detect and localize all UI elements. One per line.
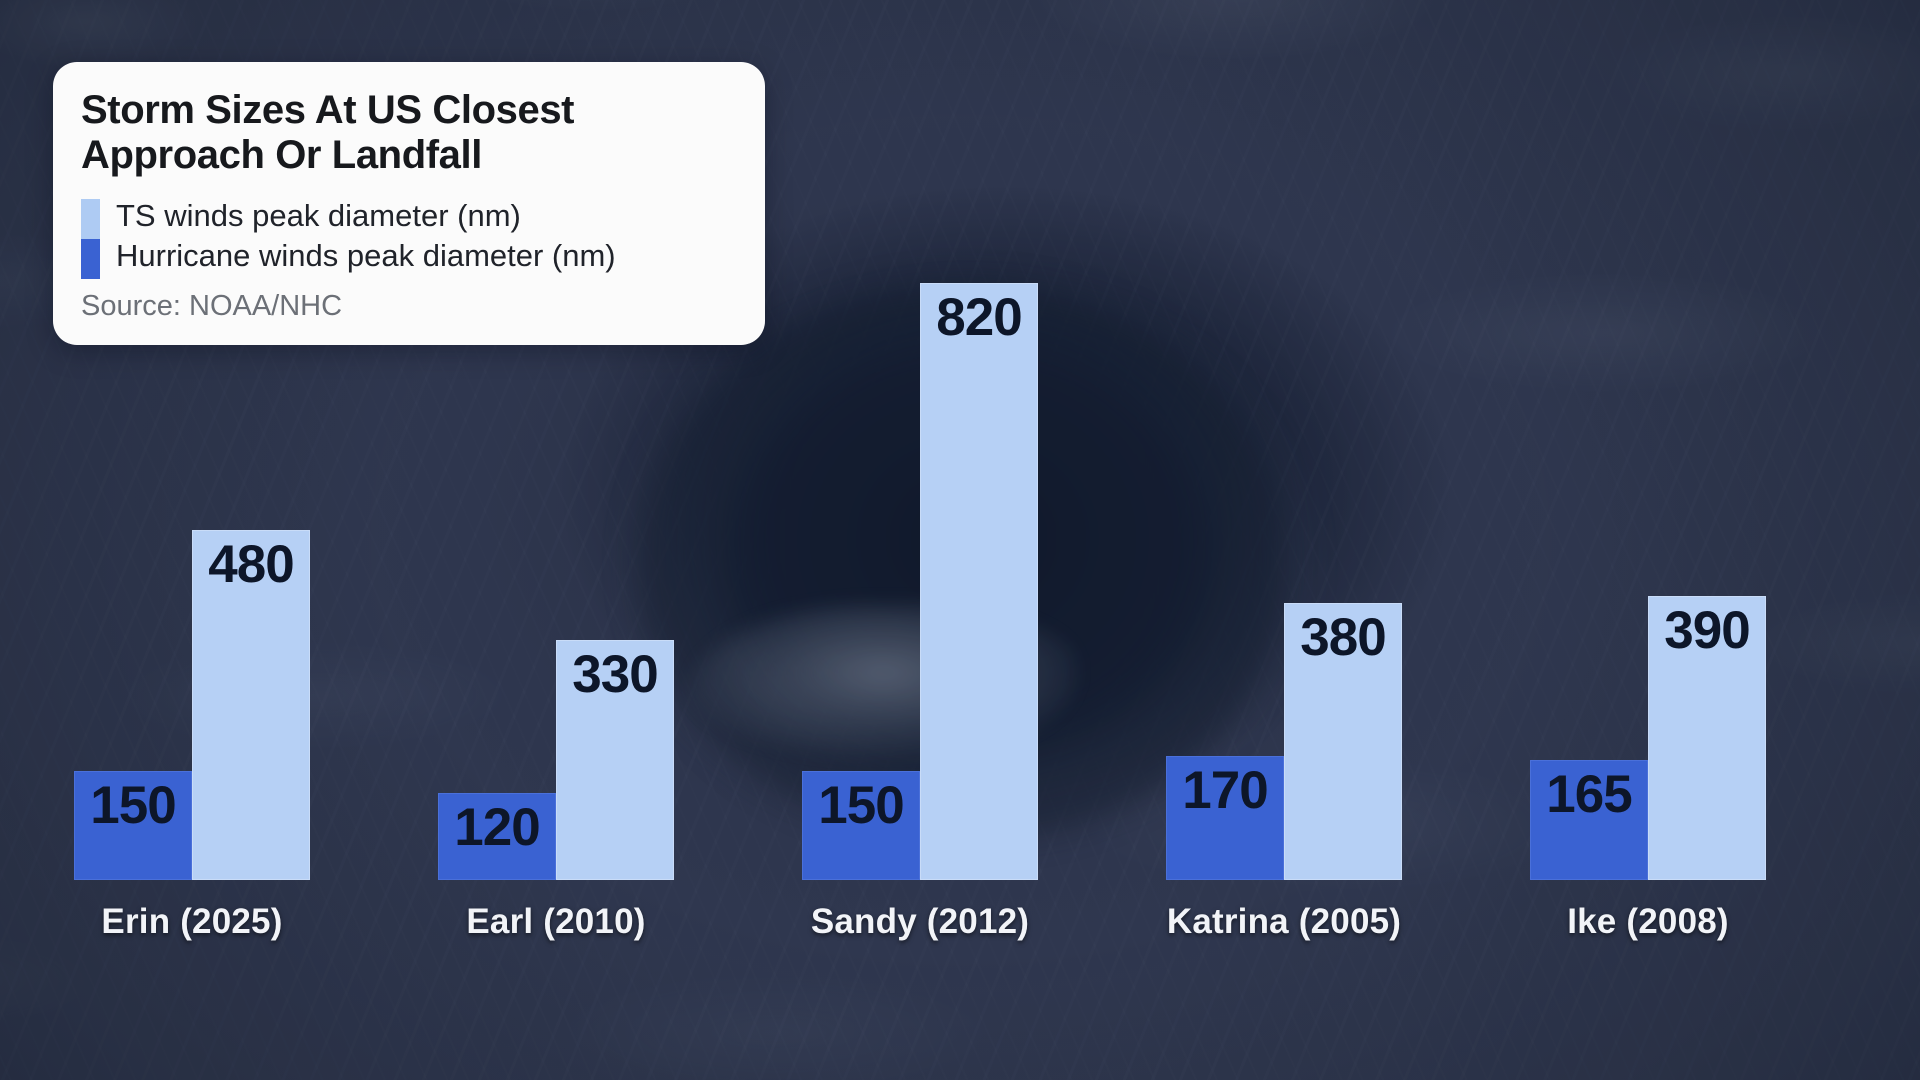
bar-hu[interactable]: 165 — [1530, 760, 1648, 880]
bar-ts[interactable]: 330 — [556, 640, 674, 880]
category-label: Sandy (2012) — [810, 902, 1030, 941]
bar-hu[interactable]: 120 — [438, 793, 556, 880]
bar-value-label: 120 — [454, 798, 540, 857]
bar-value-label: 330 — [572, 645, 658, 704]
bar-value-label: 480 — [208, 535, 294, 594]
bar-value-label: 150 — [818, 776, 904, 835]
category-label: Erin (2025) — [101, 902, 283, 941]
bar-value-label: 380 — [1300, 608, 1386, 667]
legend-item-ts-winds: TS winds peak diameter (nm) — [116, 197, 521, 233]
bar-value-label: 170 — [1182, 761, 1268, 820]
page-title: Storm Sizes At US Closest Approach Or La… — [81, 88, 575, 177]
bar-value-label: 150 — [90, 776, 176, 835]
bar-ts[interactable]: 820 — [920, 283, 1038, 880]
bar-ts[interactable]: 390 — [1648, 596, 1766, 880]
category-label: Earl (2010) — [466, 902, 646, 941]
bar-group: 170 380 Katrina (2005) — [1166, 0, 1402, 1080]
bar-group: 165 390 Ike (2008) — [1530, 0, 1766, 1080]
bar-hu[interactable]: 170 — [1166, 756, 1284, 880]
bar-value-label: 390 — [1664, 601, 1750, 660]
bar-ts[interactable]: 480 — [192, 530, 310, 880]
bar-hu[interactable]: 150 — [74, 771, 192, 880]
bar-group: 120 330 Earl (2010) — [438, 0, 674, 1080]
bar-value-label: 820 — [936, 288, 1022, 347]
bar-group: 150 820 Sandy (2012) — [802, 0, 1038, 1080]
bar-hu[interactable]: 150 — [802, 771, 920, 880]
bar-value-label: 165 — [1546, 765, 1632, 824]
legend-label-column: TS winds peak diameter (nm) Hurricane wi… — [116, 196, 616, 279]
source-attribution: Source: NOAA/NHC — [81, 289, 343, 322]
category-label: Katrina (2005) — [1166, 902, 1402, 941]
chart-legend: TS winds peak diameter (nm) Hurricane wi… — [81, 196, 735, 279]
chart-title-legend-card: Storm Sizes At US Closest Approach Or La… — [53, 62, 765, 346]
bar-ts[interactable]: 380 — [1284, 603, 1402, 880]
legend-swatch-column — [81, 196, 100, 279]
bar-group: 150 480 Erin (2025) — [74, 0, 310, 1080]
category-label: Ike (2008) — [1567, 902, 1729, 941]
legend-item-hurricane-winds: Hurricane winds peak diameter (nm) — [116, 237, 616, 273]
legend-swatch-hurricane-winds — [81, 238, 100, 279]
legend-swatch-ts-winds — [81, 198, 100, 239]
